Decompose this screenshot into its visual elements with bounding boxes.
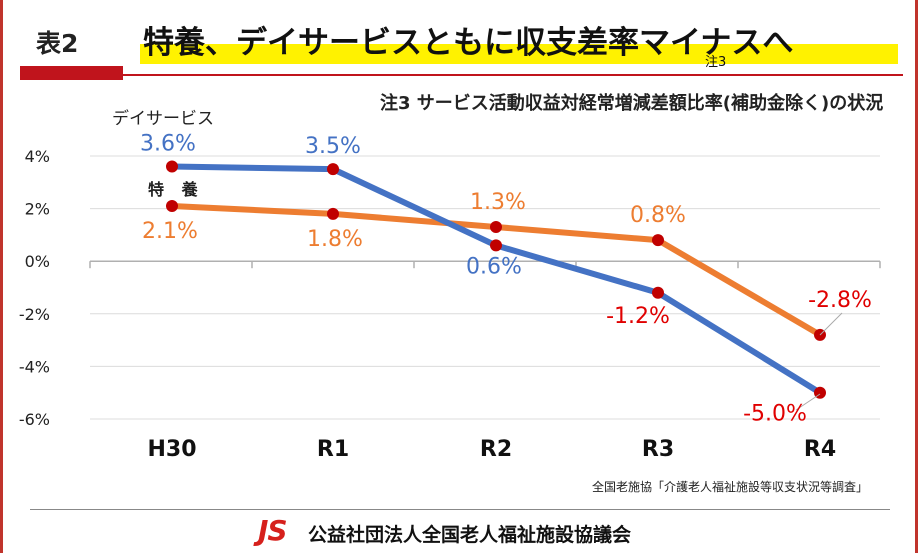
data-point <box>652 234 664 247</box>
header-divider <box>123 74 903 76</box>
y-tick-label: -2% <box>19 305 50 324</box>
header-accent-bar <box>20 66 123 80</box>
source-note: 全国老施協「介護老人福祉施設等収支状況等調査」 <box>592 480 869 494</box>
table-label: 表2 <box>36 29 79 58</box>
x-tick-label: R4 <box>804 437 836 462</box>
data-point <box>490 221 502 234</box>
headline-footnote-marker: 注3 <box>705 55 727 70</box>
data-label: -1.2% <box>606 304 670 329</box>
line-chart: 4% 2% 0% -2% -4% -6% H30 R1 R2 R3 R4 3.6% 3.5% 0.6% -1… <box>19 132 881 462</box>
left-border <box>0 0 3 553</box>
data-label: 2.1% <box>142 219 198 244</box>
data-label: 3.6% <box>140 132 196 157</box>
y-tick-label: 0% <box>25 252 50 271</box>
leader-line <box>795 393 821 411</box>
data-point <box>166 160 178 173</box>
leader-line <box>819 312 843 336</box>
data-label: 1.8% <box>307 227 363 252</box>
data-point <box>490 239 502 252</box>
data-point <box>327 207 339 220</box>
data-label: 3.5% <box>305 134 361 159</box>
legend-tokuyou: 特 養 <box>148 180 204 199</box>
x-tick-label: R2 <box>480 437 512 462</box>
right-border <box>915 0 918 553</box>
organization-name: 公益社団法人全国老人福祉施設協議会 <box>308 524 632 546</box>
data-label: -2.8% <box>808 288 872 313</box>
data-label: 0.6% <box>466 254 522 279</box>
legend-dayservice: デイサービス <box>112 109 214 129</box>
data-label: -5.0% <box>743 402 807 427</box>
data-point <box>327 163 339 176</box>
y-tick-label: -6% <box>19 410 50 429</box>
data-point <box>652 286 664 299</box>
page-title: 特養、デイサービスともに収支差率マイナスへ <box>143 25 794 61</box>
x-tick-label: H30 <box>147 437 196 462</box>
chart-subtitle: 注3 サービス活動収益対経常増減差額比率(補助金除く)の状況 <box>380 93 884 114</box>
x-tick-label: R3 <box>642 437 674 462</box>
data-label: 1.3% <box>470 190 526 215</box>
footer-divider <box>30 509 890 510</box>
data-label: 0.8% <box>630 203 686 228</box>
y-tick-label: -4% <box>19 357 50 376</box>
y-tick-label: 2% <box>25 200 50 219</box>
organization-logo: JS <box>258 514 288 547</box>
y-tick-label: 4% <box>25 147 50 166</box>
headline-highlight <box>140 44 898 64</box>
data-point <box>166 199 178 212</box>
x-tick-label: R1 <box>317 437 349 462</box>
